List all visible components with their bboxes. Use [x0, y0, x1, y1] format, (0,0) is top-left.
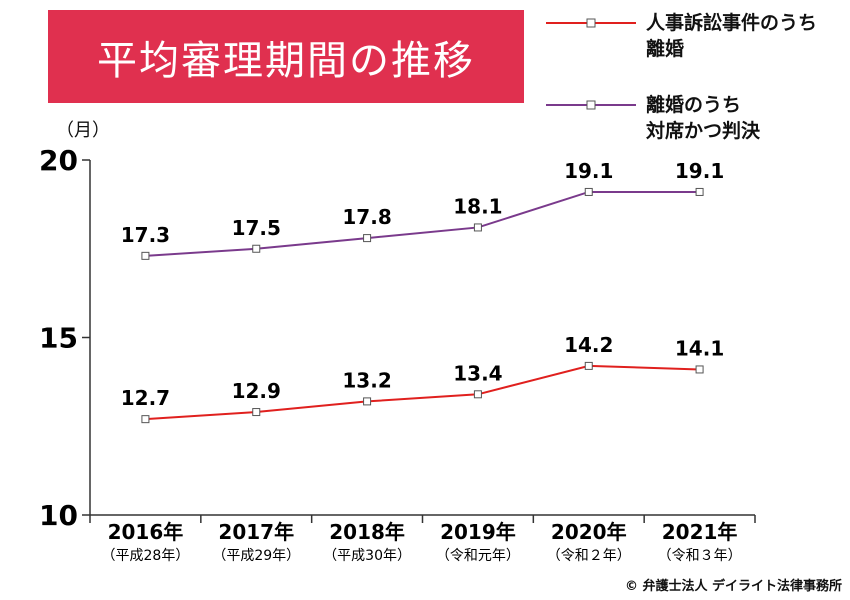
chart-title: 平均審理期間の推移 — [97, 37, 475, 84]
data-label: 19.1 — [564, 159, 613, 183]
legend-item-contested-judgment: 離婚のうち 対席かつ判決 — [546, 92, 846, 152]
y-tick-label: 15 — [39, 322, 78, 355]
x-tick-sublabel: （令和２年） — [547, 548, 631, 564]
data-label: 14.2 — [564, 333, 613, 357]
data-point-marker — [473, 390, 482, 399]
x-tick-sublabel: （令和元年） — [436, 548, 520, 564]
data-label: 19.1 — [675, 159, 724, 183]
copyright-text: © 弁護士法人 デイライト法律事務所 — [624, 579, 842, 594]
x-tick-label: 2019年 — [440, 520, 516, 544]
legend-label-divorce-cases: 人事訴訟事件のうち 離婚 — [646, 12, 818, 60]
legend: 人事訴訟事件のうち 離婚 離婚のうち 対席かつ判決 — [546, 10, 846, 174]
data-point-marker — [141, 251, 150, 260]
data-label: 13.2 — [342, 368, 391, 392]
series-line-0 — [145, 364, 700, 421]
data-label: 12.9 — [232, 379, 281, 403]
x-tick-label: 2018年 — [329, 520, 405, 544]
y-tick-label: 20 — [39, 144, 78, 177]
x-tick-label: 2017年 — [218, 520, 294, 544]
x-tick-label: 2021年 — [662, 520, 738, 544]
data-label: 17.3 — [121, 223, 170, 247]
x-tick-label: 2016年 — [108, 520, 184, 544]
y-tick-label: 10 — [39, 499, 78, 532]
data-label: 17.8 — [342, 205, 391, 229]
data-point-marker — [473, 223, 482, 232]
series-line-1 — [145, 190, 700, 257]
data-point-marker — [584, 361, 593, 370]
chart-title-box: 平均審理期間の推移 — [48, 10, 524, 103]
legend-item-divorce-cases: 人事訴訟事件のうち 離婚 — [546, 10, 846, 70]
data-label: 14.1 — [675, 336, 724, 360]
data-point-marker — [141, 415, 150, 424]
y-axis-unit: （月） — [56, 120, 110, 141]
legend-line-purple-icon — [546, 100, 636, 110]
data-label: 17.5 — [232, 216, 281, 240]
x-tick-label: 2020年 — [551, 520, 627, 544]
data-point-marker — [363, 234, 372, 243]
data-point-marker — [584, 187, 593, 196]
data-point-marker — [363, 397, 372, 406]
data-label: 18.1 — [453, 194, 502, 218]
legend-label-contested-judgment: 離婚のうち 対席かつ判決 — [646, 94, 761, 142]
x-tick-sublabel: （平成28年） — [102, 548, 190, 564]
legend-line-red-icon — [546, 18, 636, 28]
data-label: 13.4 — [453, 361, 502, 385]
x-tick-sublabel: （平成30年） — [323, 548, 411, 564]
data-point-marker — [252, 244, 261, 253]
x-tick-sublabel: （令和３年） — [658, 548, 742, 564]
data-point-marker — [252, 408, 261, 417]
data-point-marker — [695, 365, 704, 374]
data-point-marker — [695, 187, 704, 196]
data-label: 12.7 — [121, 386, 170, 410]
x-tick-sublabel: （平成29年） — [212, 548, 300, 564]
